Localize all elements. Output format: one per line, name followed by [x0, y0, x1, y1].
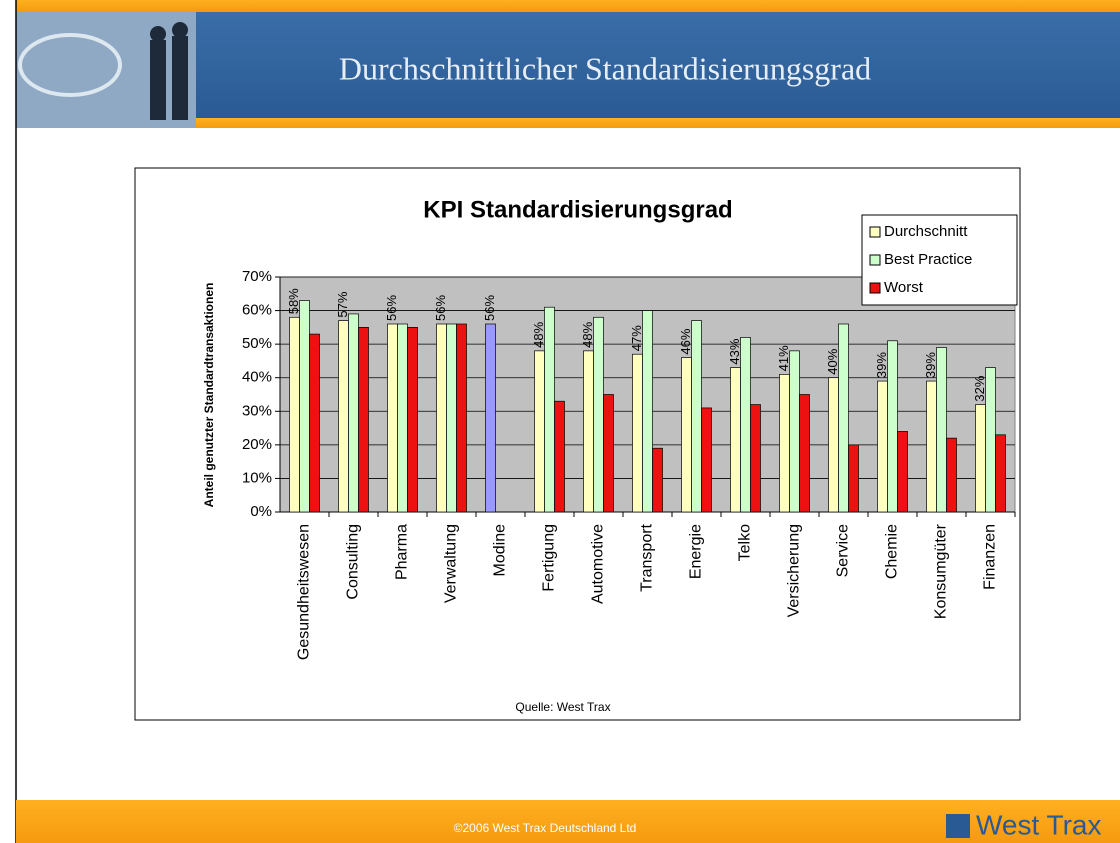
- bar: [457, 324, 467, 512]
- header-title: Durchschnittlicher Standardisierungsgrad: [339, 50, 871, 86]
- bar: [290, 317, 300, 512]
- bar: [349, 314, 359, 512]
- value-label: 39%: [923, 352, 938, 378]
- legend-label: Best Practice: [884, 251, 972, 268]
- bar: [898, 431, 908, 512]
- x-tick-label: Modine: [492, 524, 509, 577]
- legend-swatch: [870, 227, 880, 237]
- x-tick-label: Fertigung: [541, 524, 558, 592]
- y-tick-label: 50%: [242, 335, 272, 352]
- bar: [888, 341, 898, 512]
- x-tick-label: Versicherung: [786, 524, 803, 617]
- bar: [447, 324, 457, 512]
- legend-swatch: [870, 255, 880, 265]
- value-label: 40%: [825, 348, 840, 374]
- top-strip: [16, 0, 1120, 12]
- bar: [437, 324, 447, 512]
- x-tick-label: Pharma: [394, 524, 411, 580]
- bar: [937, 348, 947, 513]
- value-label: 48%: [531, 321, 546, 347]
- value-label: 48%: [580, 321, 595, 347]
- x-tick-label: Konsumgüter: [933, 523, 950, 619]
- x-tick-label: Gesundheitswesen: [296, 524, 313, 660]
- bar: [692, 321, 702, 512]
- y-tick-label: 0%: [250, 503, 272, 520]
- y-tick-label: 40%: [242, 369, 272, 386]
- value-label: 56%: [433, 295, 448, 321]
- legend-label: Durchschnitt: [884, 223, 968, 240]
- y-tick-label: 20%: [242, 436, 272, 453]
- value-label: 39%: [874, 352, 889, 378]
- x-tick-label: Telko: [737, 524, 754, 561]
- bar: [643, 311, 653, 512]
- value-label: 47%: [629, 325, 644, 351]
- y-tick-label: 60%: [242, 302, 272, 319]
- y-tick-label: 10%: [242, 469, 272, 486]
- bar: [300, 301, 310, 513]
- x-tick-label: Verwaltung: [443, 524, 460, 603]
- bar: [310, 334, 320, 512]
- value-label: 57%: [335, 291, 350, 317]
- chart-source: Quelle: West Trax: [515, 700, 610, 714]
- bar: [555, 401, 565, 512]
- bar: [486, 324, 496, 512]
- bar: [849, 445, 859, 512]
- bar: [584, 351, 594, 512]
- value-label: 41%: [776, 345, 791, 371]
- bar: [653, 448, 663, 512]
- x-tick-label: Transport: [639, 523, 656, 591]
- value-label: 46%: [678, 328, 693, 354]
- bar: [751, 405, 761, 512]
- logo-icon: [946, 814, 970, 838]
- bar: [927, 381, 937, 512]
- bar: [829, 378, 839, 512]
- bar: [339, 321, 349, 512]
- bar: [731, 368, 741, 512]
- value-label: 56%: [482, 295, 497, 321]
- x-tick-label: Finanzen: [982, 524, 999, 590]
- y-tick-label: 70%: [242, 268, 272, 285]
- bar: [878, 381, 888, 512]
- bar: [790, 351, 800, 512]
- bar: [594, 317, 604, 512]
- x-tick-label: Service: [835, 524, 852, 577]
- bar: [986, 368, 996, 512]
- x-tick-label: Consulting: [345, 524, 362, 600]
- bar: [359, 327, 369, 512]
- bar: [741, 337, 751, 512]
- x-tick-label: Automotive: [590, 524, 607, 604]
- bar: [702, 408, 712, 512]
- x-tick-label: Chemie: [884, 524, 901, 579]
- header-image: [16, 12, 196, 128]
- x-tick-label: Energie: [688, 524, 705, 579]
- bar: [604, 395, 614, 513]
- value-label: 32%: [972, 375, 987, 401]
- y-axis-label: Anteil genutzter Standardtransaktionen: [202, 283, 216, 508]
- legend-label: Worst: [884, 279, 924, 296]
- slide: Durchschnittlicher Standardisierungsgrad…: [0, 0, 1120, 843]
- bar: [398, 324, 408, 512]
- bar: [633, 354, 643, 512]
- value-label: 58%: [286, 288, 301, 314]
- bar: [996, 435, 1006, 512]
- bar: [545, 307, 555, 512]
- legend-swatch: [870, 283, 880, 293]
- bar: [535, 351, 545, 512]
- bar: [947, 438, 957, 512]
- bar: [839, 324, 849, 512]
- y-tick-label: 30%: [242, 402, 272, 419]
- bar: [388, 324, 398, 512]
- value-label: 43%: [727, 338, 742, 364]
- chart-title: KPI Standardisierungsgrad: [423, 196, 732, 223]
- bar: [976, 405, 986, 512]
- value-label: 56%: [384, 295, 399, 321]
- footer-copyright: ©2006 West Trax Deutschland Ltd: [454, 821, 637, 835]
- bar: [800, 395, 810, 513]
- bar: [780, 374, 790, 512]
- bar: [682, 358, 692, 512]
- footer-logo: West Trax: [976, 809, 1102, 840]
- bar: [408, 327, 418, 512]
